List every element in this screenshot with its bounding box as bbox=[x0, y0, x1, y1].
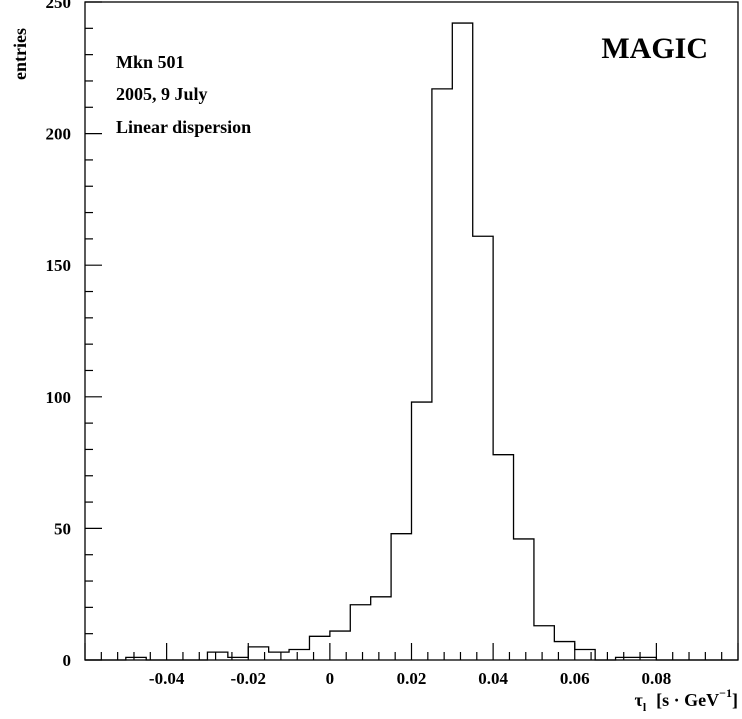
histogram-bin bbox=[330, 631, 350, 660]
x-tick-label: -0.04 bbox=[149, 669, 185, 688]
histogram-bin bbox=[534, 626, 554, 660]
y-tick-label: 250 bbox=[46, 0, 72, 12]
ticks-layer bbox=[84, 1, 739, 661]
histogram-bin bbox=[350, 605, 370, 660]
histogram-bin bbox=[473, 236, 493, 660]
y-tick-label: 0 bbox=[63, 651, 72, 670]
histogram-bin bbox=[493, 455, 513, 660]
histogram-bin bbox=[269, 652, 289, 660]
histogram-bin bbox=[514, 539, 534, 660]
x-tick-labels: -0.04 -0.02 0 0.02 0.04 0.06 0.08 bbox=[149, 669, 671, 688]
x-tick-label: 0.08 bbox=[642, 669, 672, 688]
histogram-outline bbox=[85, 22, 738, 661]
histogram-bin bbox=[391, 534, 411, 660]
histogram-bin bbox=[289, 649, 309, 660]
y-tick-label: 50 bbox=[54, 519, 71, 538]
x-axis-subscript: l bbox=[643, 700, 647, 714]
x-axis-unit-exponent: −1 bbox=[719, 686, 732, 700]
x-tick-label: -0.02 bbox=[231, 669, 266, 688]
histogram-bin bbox=[452, 23, 472, 660]
histogram-bin bbox=[554, 642, 574, 660]
histogram-bin bbox=[575, 649, 595, 660]
histogram-bin bbox=[248, 647, 268, 660]
y-tick-labels: 0 50 100 150 200 250 bbox=[46, 0, 72, 670]
annotation-source: Mkn 501 bbox=[116, 52, 185, 72]
x-tick-label: 0 bbox=[326, 669, 335, 688]
annotation-date: 2005, 9 July bbox=[116, 84, 208, 104]
y-tick-label: 100 bbox=[46, 388, 72, 407]
x-tick-label: 0.06 bbox=[560, 669, 590, 688]
histogram-bin bbox=[432, 89, 452, 660]
histogram-bin bbox=[207, 652, 227, 660]
y-tick-label: 200 bbox=[46, 125, 72, 144]
histogram-bin bbox=[309, 636, 329, 660]
y-tick-label: 150 bbox=[46, 256, 72, 275]
x-tick-label: 0.04 bbox=[478, 669, 508, 688]
annotation-model: Linear dispersion bbox=[116, 117, 251, 137]
x-axis-label: τl [s · GeV−1] bbox=[635, 686, 738, 714]
plot-frame bbox=[84, 1, 739, 661]
histogram-bin bbox=[371, 597, 391, 660]
y-axis-label: entries bbox=[10, 28, 30, 80]
x-axis-unit-suffix: ] bbox=[732, 690, 738, 710]
histogram-bin bbox=[412, 402, 432, 660]
x-axis-unit-prefix: [s · GeV bbox=[656, 690, 719, 710]
magic-brand-label: MAGIC bbox=[601, 32, 708, 65]
x-tick-label: 0.02 bbox=[397, 669, 427, 688]
x-axis-symbol: τ bbox=[635, 690, 644, 710]
